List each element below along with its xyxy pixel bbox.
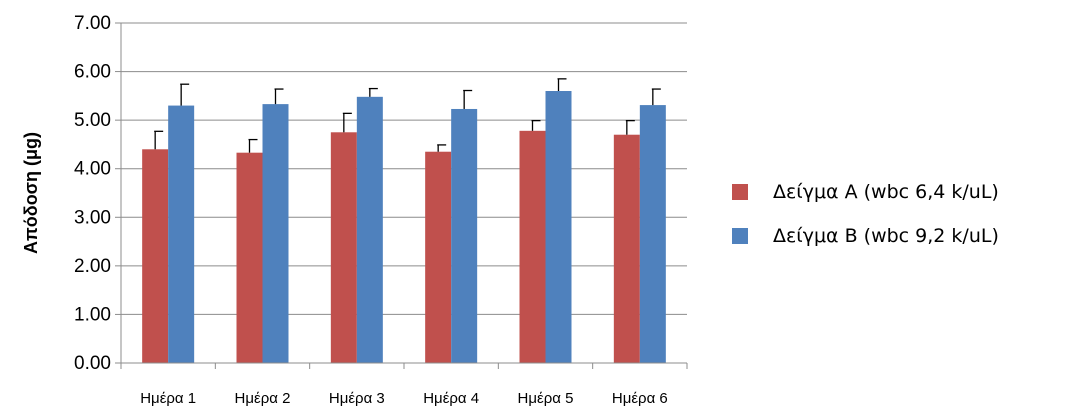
legend-swatch-series-a	[732, 184, 748, 200]
bar-series-a	[330, 132, 357, 363]
legend-label-series-a: Δείγμα Α (wbc 6,4 k/uL)	[773, 181, 999, 203]
y-axis-title: Απόδοση (μg)	[21, 132, 41, 254]
axes	[115, 22, 688, 369]
bar-series-a	[236, 152, 263, 363]
error-bars	[154, 78, 661, 153]
y-tick-label: 3.00	[74, 207, 111, 228]
legend-item-series-a: Δείγμα Α (wbc 6,4 k/uL)	[732, 170, 999, 214]
x-tick-label: Ημέρα 1	[140, 390, 196, 407]
x-tick-label: Ημέρα 5	[518, 390, 574, 407]
legend-swatch-series-b	[732, 228, 748, 244]
y-tick-label: 4.00	[74, 159, 111, 180]
bar-series-b	[639, 105, 666, 363]
x-tick-label: Ημέρα 3	[329, 390, 385, 407]
y-tick-label: 2.00	[74, 256, 111, 277]
y-tick-label: 0.00	[74, 353, 111, 374]
y-tick-label: 6.00	[74, 62, 111, 83]
legend-item-series-b: Δείγμα Β (wbc 9,2 k/uL)	[732, 214, 999, 258]
y-tick-label: 7.00	[74, 13, 111, 34]
x-tick-label: Ημέρα 4	[423, 390, 479, 407]
x-tick-label: Ημέρα 2	[235, 390, 291, 407]
bar-series-a	[613, 134, 640, 363]
bar-series-b	[451, 108, 478, 363]
bar-series-a	[425, 151, 452, 363]
bar-series-b	[168, 105, 195, 364]
y-tick-label: 1.00	[74, 304, 111, 325]
bars	[142, 91, 666, 364]
bar-series-b	[545, 91, 572, 363]
bar-series-a	[142, 149, 169, 363]
bar-series-b	[356, 96, 383, 363]
legend: Δείγμα Α (wbc 6,4 k/uL) Δείγμα Β (wbc 9,…	[732, 170, 999, 258]
legend-label-series-b: Δείγμα Β (wbc 9,2 k/uL)	[773, 225, 999, 247]
x-tick-label: Ημέρα 6	[612, 390, 668, 407]
bar-series-a	[519, 130, 546, 363]
gridlines	[121, 22, 687, 315]
y-tick-label: 5.00	[74, 110, 111, 131]
tick-labels: 0.00 1.00 2.00 3.00 4.00 5.00 6.00 7.00 Ημέρα 1 Η…	[74, 13, 668, 407]
bar-series-b	[262, 104, 289, 363]
